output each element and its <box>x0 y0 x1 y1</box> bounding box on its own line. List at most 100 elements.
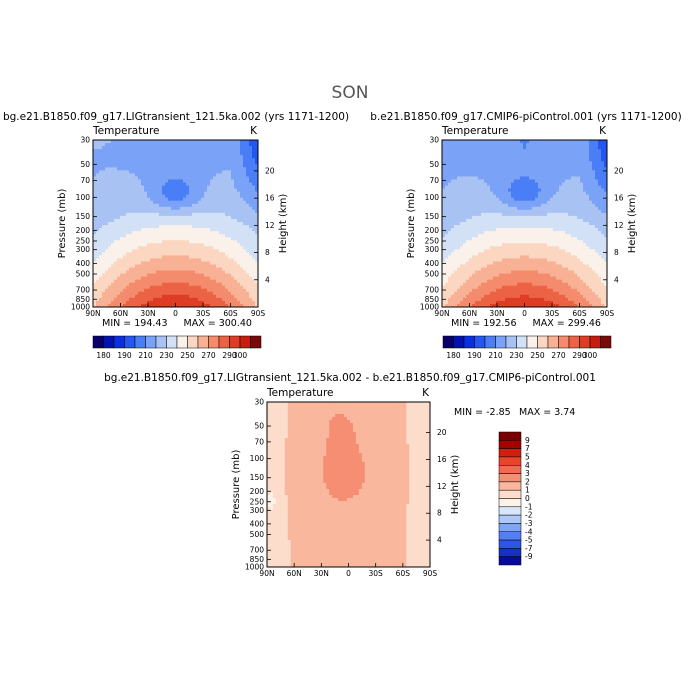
heatmap-cell <box>102 273 106 278</box>
heatmap-cell <box>195 249 199 253</box>
heatmap-cell <box>454 191 458 196</box>
heatmap-cell <box>96 209 100 214</box>
heatmap-cell <box>117 264 121 268</box>
heatmap-cell <box>186 231 190 235</box>
heatmap-cell <box>574 176 578 180</box>
heatmap-cell <box>228 255 232 259</box>
heatmap-cell <box>475 212 479 217</box>
heatmap-cell <box>210 228 214 232</box>
heatmap-cell <box>186 261 190 265</box>
heatmap-cell <box>207 276 211 281</box>
heatmap-cell <box>246 288 250 293</box>
heatmap-cell <box>126 258 130 262</box>
heatmap-cell <box>99 273 103 278</box>
heatmap-cell <box>445 185 449 189</box>
heatmap-cell <box>237 276 241 281</box>
heatmap-cell <box>225 270 229 274</box>
heatmap-cell <box>556 158 560 162</box>
heatmap-cell <box>478 194 482 199</box>
heatmap-cell <box>189 194 193 199</box>
heatmap-cell <box>243 255 247 259</box>
heatmap-cell <box>249 221 253 226</box>
heatmap-cell <box>195 240 199 244</box>
heatmap-cell <box>556 143 560 147</box>
heatmap-cell <box>234 285 238 290</box>
heatmap-cell <box>165 206 169 211</box>
heatmap-cell <box>99 194 103 199</box>
heatmap-cell <box>574 231 578 235</box>
heatmap-cell <box>93 221 97 226</box>
heatmap-cell <box>99 234 103 238</box>
heatmap-cell <box>108 212 112 217</box>
heatmap-cell <box>541 197 545 202</box>
heatmap-cell <box>222 285 226 290</box>
heatmap-cell <box>583 152 587 156</box>
heatmap-cell <box>141 158 145 162</box>
heatmap-cell <box>237 303 241 308</box>
heatmap-cell <box>171 215 175 220</box>
heatmap-cell <box>547 206 551 211</box>
heatmap-cell <box>189 152 193 156</box>
heatmap-cell <box>105 228 109 232</box>
heatmap-cell <box>508 206 512 211</box>
heatmap-cell <box>186 221 190 226</box>
heatmap-cell <box>129 149 133 153</box>
heatmap-cell <box>138 276 142 281</box>
heatmap-cell <box>237 179 241 183</box>
heatmap-cell <box>183 282 187 287</box>
heatmap-cell <box>144 282 148 287</box>
heatmap-cell <box>499 203 503 208</box>
colorbar-swatch <box>229 335 241 349</box>
heatmap-cell <box>463 215 467 220</box>
heatmap-cell <box>478 155 482 159</box>
heatmap-cell <box>225 246 229 250</box>
heatmap-cell <box>105 140 109 144</box>
heatmap-cell <box>487 179 491 183</box>
heatmap-cell <box>174 240 178 244</box>
heatmap-cell <box>120 179 124 183</box>
heatmap-cell <box>445 215 449 220</box>
heatmap-cell <box>550 173 554 177</box>
heatmap-cell <box>162 297 166 302</box>
heatmap-cell <box>451 140 455 144</box>
heatmap-cell <box>186 140 190 144</box>
heatmap-cell <box>589 140 593 144</box>
heatmap-cell <box>237 164 241 168</box>
heatmap-cell <box>255 249 259 253</box>
heatmap-cell <box>195 297 199 302</box>
heatmap-cell <box>120 191 124 196</box>
heatmap-cell <box>99 209 103 214</box>
heatmap-cell <box>219 228 223 232</box>
heatmap-cell <box>183 179 187 183</box>
heatmap-cell <box>445 161 449 165</box>
heatmap-cell <box>123 240 127 244</box>
heatmap-cell <box>484 203 488 208</box>
heatmap-cell <box>144 234 148 238</box>
heatmap-cell <box>589 188 593 193</box>
heatmap-cell <box>225 200 229 205</box>
heatmap-cell <box>141 218 145 223</box>
heatmap-cell <box>487 188 491 193</box>
heatmap-cell <box>541 167 545 171</box>
y-axis-label: Pressure (mb) <box>57 189 68 259</box>
heatmap-cell <box>135 152 139 156</box>
heatmap-cell <box>189 303 193 308</box>
heatmap-cell <box>532 206 536 211</box>
heatmap-cell <box>252 228 256 232</box>
heatmap-cell <box>460 200 464 205</box>
heatmap-cell <box>222 140 226 144</box>
heatmap-cell <box>604 200 608 205</box>
heatmap-cell <box>508 234 512 238</box>
heatmap-cell <box>225 197 229 202</box>
heatmap-cell <box>445 225 449 229</box>
heatmap-cell <box>463 240 467 244</box>
heatmap-cell <box>141 243 145 247</box>
heatmap-cell <box>252 191 256 196</box>
heatmap-cell <box>135 143 139 147</box>
heatmap-cell <box>246 300 250 305</box>
heatmap-cell <box>210 188 214 193</box>
heatmap-cell <box>213 173 217 177</box>
heatmap-cell <box>177 143 181 147</box>
heatmap-cell <box>174 264 178 268</box>
